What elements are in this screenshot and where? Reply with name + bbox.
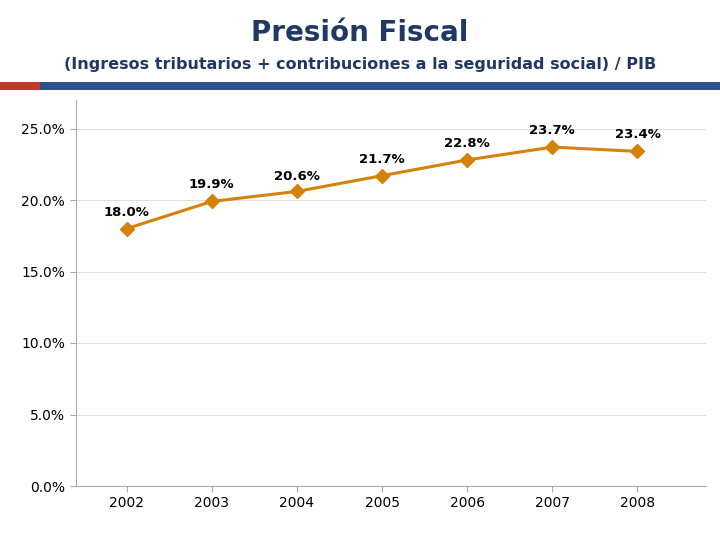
Text: 21.7%: 21.7% bbox=[359, 153, 405, 166]
Text: (Ingresos tributarios + contribuciones a la seguridad social) / PIB: (Ingresos tributarios + contribuciones a… bbox=[64, 57, 656, 72]
Text: 18.0%: 18.0% bbox=[104, 206, 150, 219]
Text: 23.4%: 23.4% bbox=[615, 129, 660, 141]
Bar bbox=[0, 82, 40, 90]
Text: 20.6%: 20.6% bbox=[274, 170, 320, 183]
Text: 23.7%: 23.7% bbox=[529, 124, 575, 137]
Text: 22.8%: 22.8% bbox=[444, 137, 490, 150]
Text: 19.9%: 19.9% bbox=[189, 178, 235, 191]
Text: Presión Fiscal: Presión Fiscal bbox=[251, 19, 469, 47]
